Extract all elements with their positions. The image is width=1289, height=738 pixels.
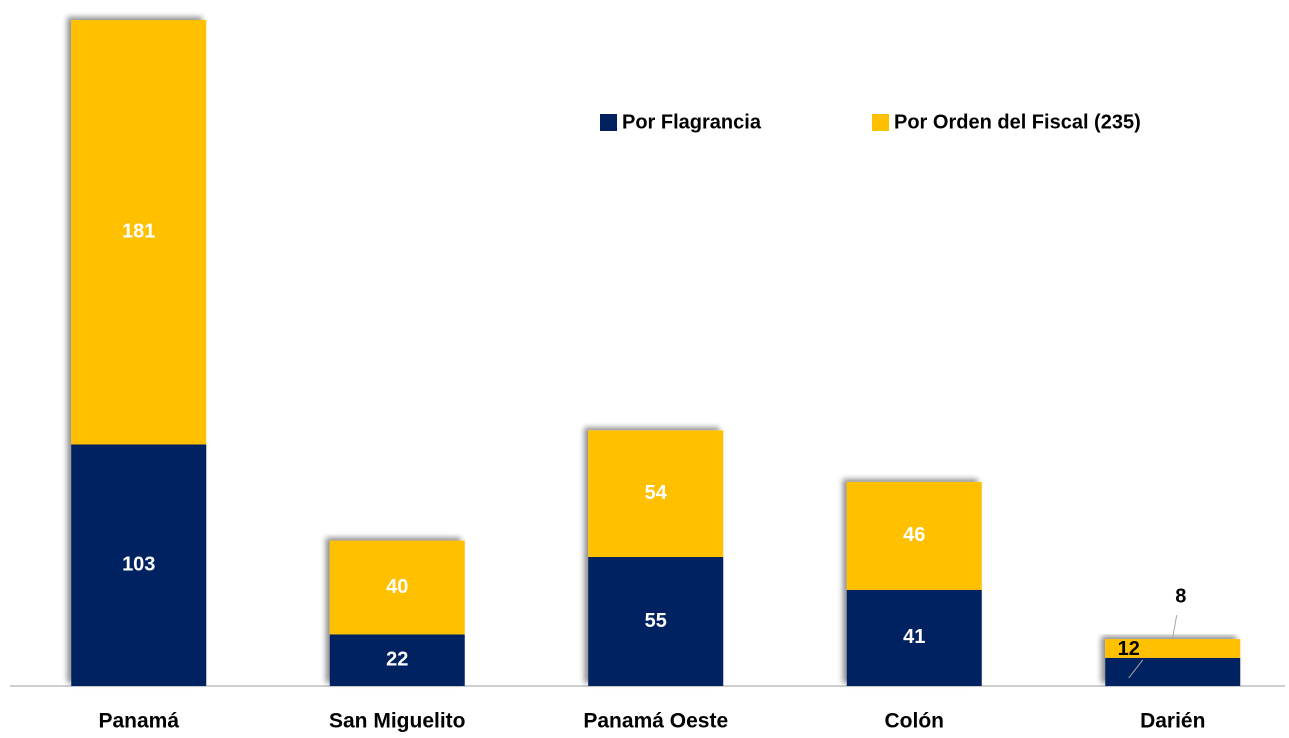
x-tick-label: Darién xyxy=(1140,710,1205,733)
legend-swatch xyxy=(872,114,889,131)
data-label: 46 xyxy=(903,524,925,546)
x-tick-label: San Miguelito xyxy=(329,710,466,733)
leader-line xyxy=(1128,659,1144,679)
bar-segment xyxy=(588,430,724,558)
data-label: 41 xyxy=(903,626,925,648)
data-label: 181 xyxy=(122,221,155,243)
bar-segment xyxy=(588,557,724,686)
bar-segment xyxy=(1105,657,1241,686)
bar-segment xyxy=(846,589,982,686)
bar-segment xyxy=(329,634,465,686)
x-tick-label: Panamá Oeste xyxy=(583,710,728,733)
bar-stack xyxy=(71,20,207,686)
legend-swatch xyxy=(600,114,617,131)
bar-stack xyxy=(846,481,982,686)
bar-stack xyxy=(1105,639,1241,686)
bar-segment xyxy=(329,540,465,635)
bar-segment xyxy=(1105,639,1241,658)
bar-stack xyxy=(329,540,465,686)
data-label: 12 xyxy=(1118,638,1140,660)
bar-segment xyxy=(71,20,207,445)
bar-stack xyxy=(588,430,724,686)
data-label: 103 xyxy=(122,554,155,576)
bar-segment xyxy=(846,481,982,590)
legend-label: Por Orden del Fiscal (235) xyxy=(894,111,1141,133)
x-tick-label: Colón xyxy=(885,710,944,733)
data-label: 55 xyxy=(645,610,667,632)
data-label: 54 xyxy=(645,482,668,504)
x-tick-label: Panamá xyxy=(98,710,179,733)
legend-label: Por Flagrancia xyxy=(622,111,762,133)
data-label: 8 xyxy=(1175,585,1186,607)
data-label: 22 xyxy=(386,648,408,670)
data-label: 40 xyxy=(386,576,408,598)
leader-line xyxy=(1172,615,1178,638)
bar-segment xyxy=(71,444,207,686)
